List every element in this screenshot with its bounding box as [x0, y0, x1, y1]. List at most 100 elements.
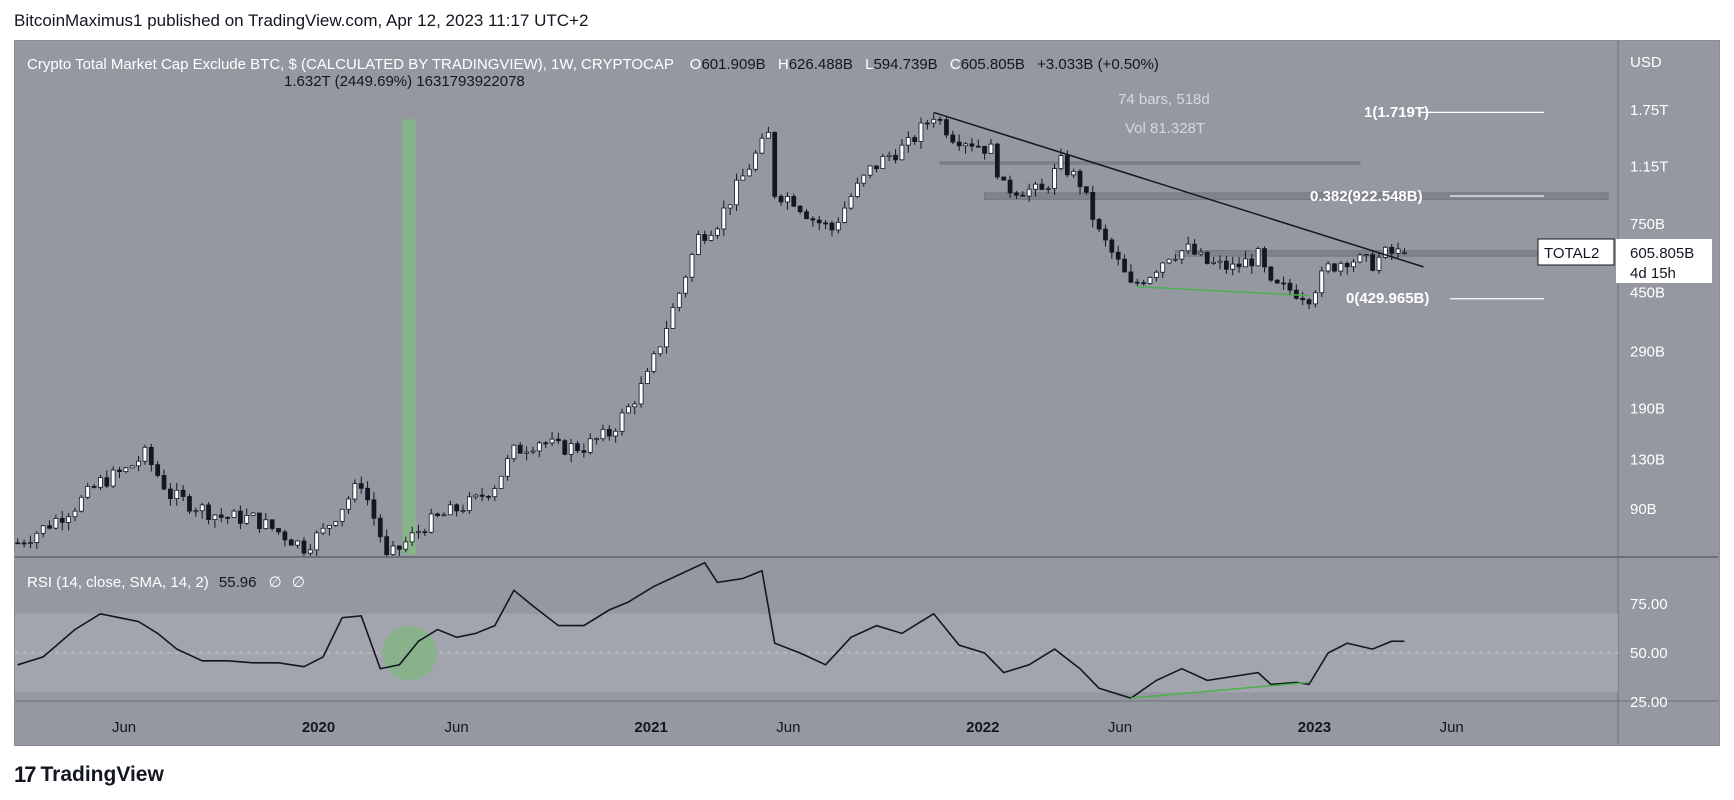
candle: [1103, 224, 1108, 247]
candle: [1166, 258, 1172, 265]
candle: [848, 193, 854, 210]
candle: [918, 117, 924, 149]
candle-body: [556, 438, 561, 442]
candle: [454, 503, 460, 517]
candle-body: [98, 477, 103, 488]
candle: [944, 116, 949, 139]
candle-body: [187, 496, 192, 512]
candle-body: [1141, 282, 1147, 285]
candle-body: [931, 118, 937, 124]
fib-0382-label: 0.382(922.548B): [1310, 188, 1423, 205]
candle-body: [206, 504, 211, 520]
candle-body: [1370, 254, 1376, 271]
candle-body: [460, 510, 466, 512]
candle: [1192, 239, 1197, 256]
candle: [823, 220, 828, 230]
currency-label: USD: [1630, 54, 1662, 71]
candle: [657, 346, 663, 357]
candle-body: [708, 234, 714, 241]
candle-body: [454, 504, 460, 512]
candle-body: [1128, 271, 1134, 283]
candle-body: [1153, 271, 1159, 278]
candle-body: [295, 540, 300, 546]
candle: [295, 540, 300, 549]
candle: [218, 508, 224, 523]
candle-body: [1395, 248, 1401, 254]
change-value: +3.033B (+0.50%): [1037, 56, 1159, 73]
candle: [804, 209, 809, 220]
candle-body: [1243, 258, 1248, 268]
candle-body: [994, 143, 1000, 178]
candle: [1147, 276, 1153, 285]
candle: [626, 403, 631, 414]
candle-body: [498, 475, 504, 489]
candle-body: [1230, 263, 1236, 270]
candle: [931, 113, 937, 128]
candle-body: [307, 549, 313, 554]
candle-body: [403, 541, 409, 550]
candle-body: [466, 496, 472, 511]
time-tick-label: 2022: [966, 719, 999, 736]
candle: [530, 446, 536, 455]
candle: [479, 488, 485, 502]
open-label: O: [690, 56, 702, 73]
candle: [53, 514, 59, 530]
candle: [78, 495, 84, 513]
price-tick-label: 290B: [1630, 344, 1665, 361]
candle: [110, 466, 116, 488]
candle-body: [626, 406, 631, 414]
candle: [193, 507, 199, 517]
candle-body: [174, 489, 180, 499]
candle-body: [1217, 260, 1223, 263]
candle: [1217, 255, 1223, 270]
candle: [498, 475, 504, 490]
candle-body: [695, 234, 701, 255]
candle: [225, 516, 231, 525]
candle: [460, 504, 466, 514]
candle-body: [447, 504, 453, 516]
candle-body: [829, 222, 835, 231]
measure-bars: 74 bars, 518d: [1118, 91, 1210, 108]
candle-body: [416, 531, 421, 534]
candle-body: [676, 292, 682, 308]
candle-body: [804, 211, 809, 220]
candle-body: [530, 450, 536, 453]
candle-body: [1357, 254, 1363, 263]
candle: [206, 502, 211, 525]
candle-body: [142, 446, 148, 462]
candle: [276, 527, 281, 535]
chart-canvas[interactable]: 1.75T 1.15T 750B 450B 290B 190B 130B 90B 75.00 50…: [0, 0, 1734, 760]
candle-body: [963, 143, 968, 147]
candle: [85, 482, 91, 500]
price-tick-label: 1.15T: [1630, 158, 1668, 175]
candle-body: [797, 205, 803, 213]
candle: [91, 483, 97, 489]
candle: [212, 514, 218, 528]
candle: [1173, 254, 1178, 262]
candle: [613, 428, 619, 443]
candle-body: [301, 540, 307, 554]
candle: [695, 230, 701, 256]
resistance-zone-fib: [984, 192, 1609, 200]
candle: [244, 508, 250, 526]
last-price: 605.805B: [1630, 245, 1694, 262]
candle: [1262, 246, 1267, 273]
candle-body: [842, 207, 848, 223]
candle: [1185, 236, 1191, 255]
candle: [505, 455, 510, 481]
price-tick-label: 190B: [1630, 401, 1665, 418]
candle-body: [136, 460, 141, 467]
candle-body: [1198, 251, 1204, 255]
candle: [1319, 266, 1325, 297]
tradingview-footer[interactable]: 17 TradingView: [14, 762, 164, 788]
candle-body: [59, 517, 65, 523]
candle: [1153, 270, 1159, 282]
candle: [180, 485, 186, 502]
candle-body: [1020, 194, 1026, 197]
candle-body: [944, 119, 949, 136]
candle: [1179, 250, 1185, 265]
candle-body: [1001, 176, 1007, 181]
candle-body: [1351, 261, 1356, 268]
support-line: [1137, 286, 1310, 297]
rsi-line: [17, 561, 1405, 699]
